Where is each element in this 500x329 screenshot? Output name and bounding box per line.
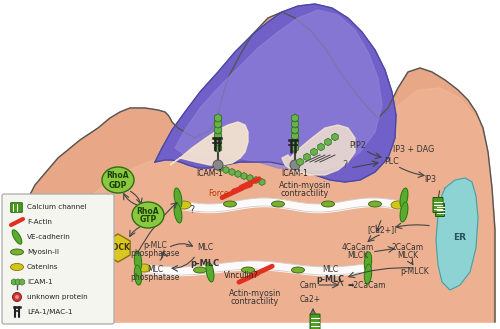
Text: Force: Force [208,189,229,197]
Ellipse shape [10,264,24,270]
Text: RhoA: RhoA [106,171,130,181]
Polygon shape [174,188,182,208]
Text: ➡2CaCam: ➡2CaCam [348,282,387,291]
Polygon shape [364,264,372,284]
Polygon shape [134,265,141,285]
Text: IP3: IP3 [424,175,436,185]
Text: Catenins: Catenins [27,264,58,270]
Text: p-MLC: p-MLC [143,240,167,249]
Polygon shape [155,4,396,182]
FancyBboxPatch shape [436,204,444,216]
Text: ICAM-1: ICAM-1 [282,169,308,179]
FancyBboxPatch shape [2,194,114,324]
Text: ICAM-1: ICAM-1 [27,279,52,285]
Text: MLC: MLC [147,266,163,274]
Text: PLC: PLC [384,158,400,166]
Circle shape [213,160,223,170]
Ellipse shape [132,202,164,228]
Text: GDP: GDP [109,181,127,190]
Text: ER: ER [454,234,466,242]
Text: PIP2: PIP2 [350,140,366,149]
Text: ?: ? [190,205,194,215]
Polygon shape [8,12,495,322]
Text: p-MLCK: p-MLCK [400,267,430,276]
FancyBboxPatch shape [10,203,22,212]
FancyBboxPatch shape [433,197,443,213]
Text: LFA-1/MAC-1: LFA-1/MAC-1 [27,309,72,315]
Ellipse shape [242,267,254,273]
Ellipse shape [272,201,284,207]
Polygon shape [12,230,22,244]
Text: phosphatase: phosphatase [130,248,180,258]
Polygon shape [38,58,492,322]
Text: unknown protein: unknown protein [27,294,88,300]
Polygon shape [175,10,382,170]
Polygon shape [400,188,408,208]
Ellipse shape [137,264,151,272]
Text: Ca2+: Ca2+ [300,295,320,305]
Text: ROCK: ROCK [106,243,130,252]
Text: GTP: GTP [140,215,156,224]
Ellipse shape [391,201,405,209]
Text: phosphatase: phosphatase [130,273,180,283]
Ellipse shape [292,267,304,273]
Ellipse shape [224,201,236,207]
Text: RhoA: RhoA [136,207,160,215]
Polygon shape [400,202,408,222]
Circle shape [290,160,300,170]
Text: Actin-myosin: Actin-myosin [279,181,331,190]
Text: MLCK: MLCK [398,251,418,261]
Polygon shape [174,203,182,223]
Text: Calcium channel: Calcium channel [27,204,86,210]
Text: VE-cadherin: VE-cadherin [27,234,71,240]
Text: MLC: MLC [197,243,213,252]
Polygon shape [170,122,248,165]
Text: MLC: MLC [322,266,338,274]
Circle shape [12,292,22,301]
Text: p-MLC: p-MLC [190,260,220,268]
Text: Cam: Cam [300,281,316,290]
Polygon shape [436,178,478,290]
Text: MLCK: MLCK [348,251,368,261]
Text: Vinculin?: Vinculin? [224,270,258,280]
FancyBboxPatch shape [310,314,320,329]
Ellipse shape [10,249,24,255]
Ellipse shape [322,201,334,207]
Text: p-MLC: p-MLC [316,275,344,285]
Ellipse shape [102,167,134,193]
Text: F-Actin: F-Actin [27,219,52,225]
Text: contractility: contractility [231,297,279,307]
Text: Myosin-II: Myosin-II [27,249,59,255]
Text: 2CaCam: 2CaCam [392,243,424,252]
Polygon shape [206,262,214,282]
Text: ICAM-1: ICAM-1 [196,169,224,179]
Polygon shape [134,251,141,271]
Text: contractility: contractility [281,190,329,198]
Text: Actin-myosin: Actin-myosin [229,289,281,297]
Polygon shape [282,125,355,175]
Polygon shape [364,252,372,272]
Text: IP3 + DAG: IP3 + DAG [394,145,434,155]
Ellipse shape [368,201,382,207]
Ellipse shape [194,267,206,273]
Text: [Ca2+]i: [Ca2+]i [368,225,396,235]
Ellipse shape [177,201,191,209]
Circle shape [15,295,19,299]
Text: ?: ? [342,160,347,170]
Text: 4CaCam: 4CaCam [342,243,374,252]
